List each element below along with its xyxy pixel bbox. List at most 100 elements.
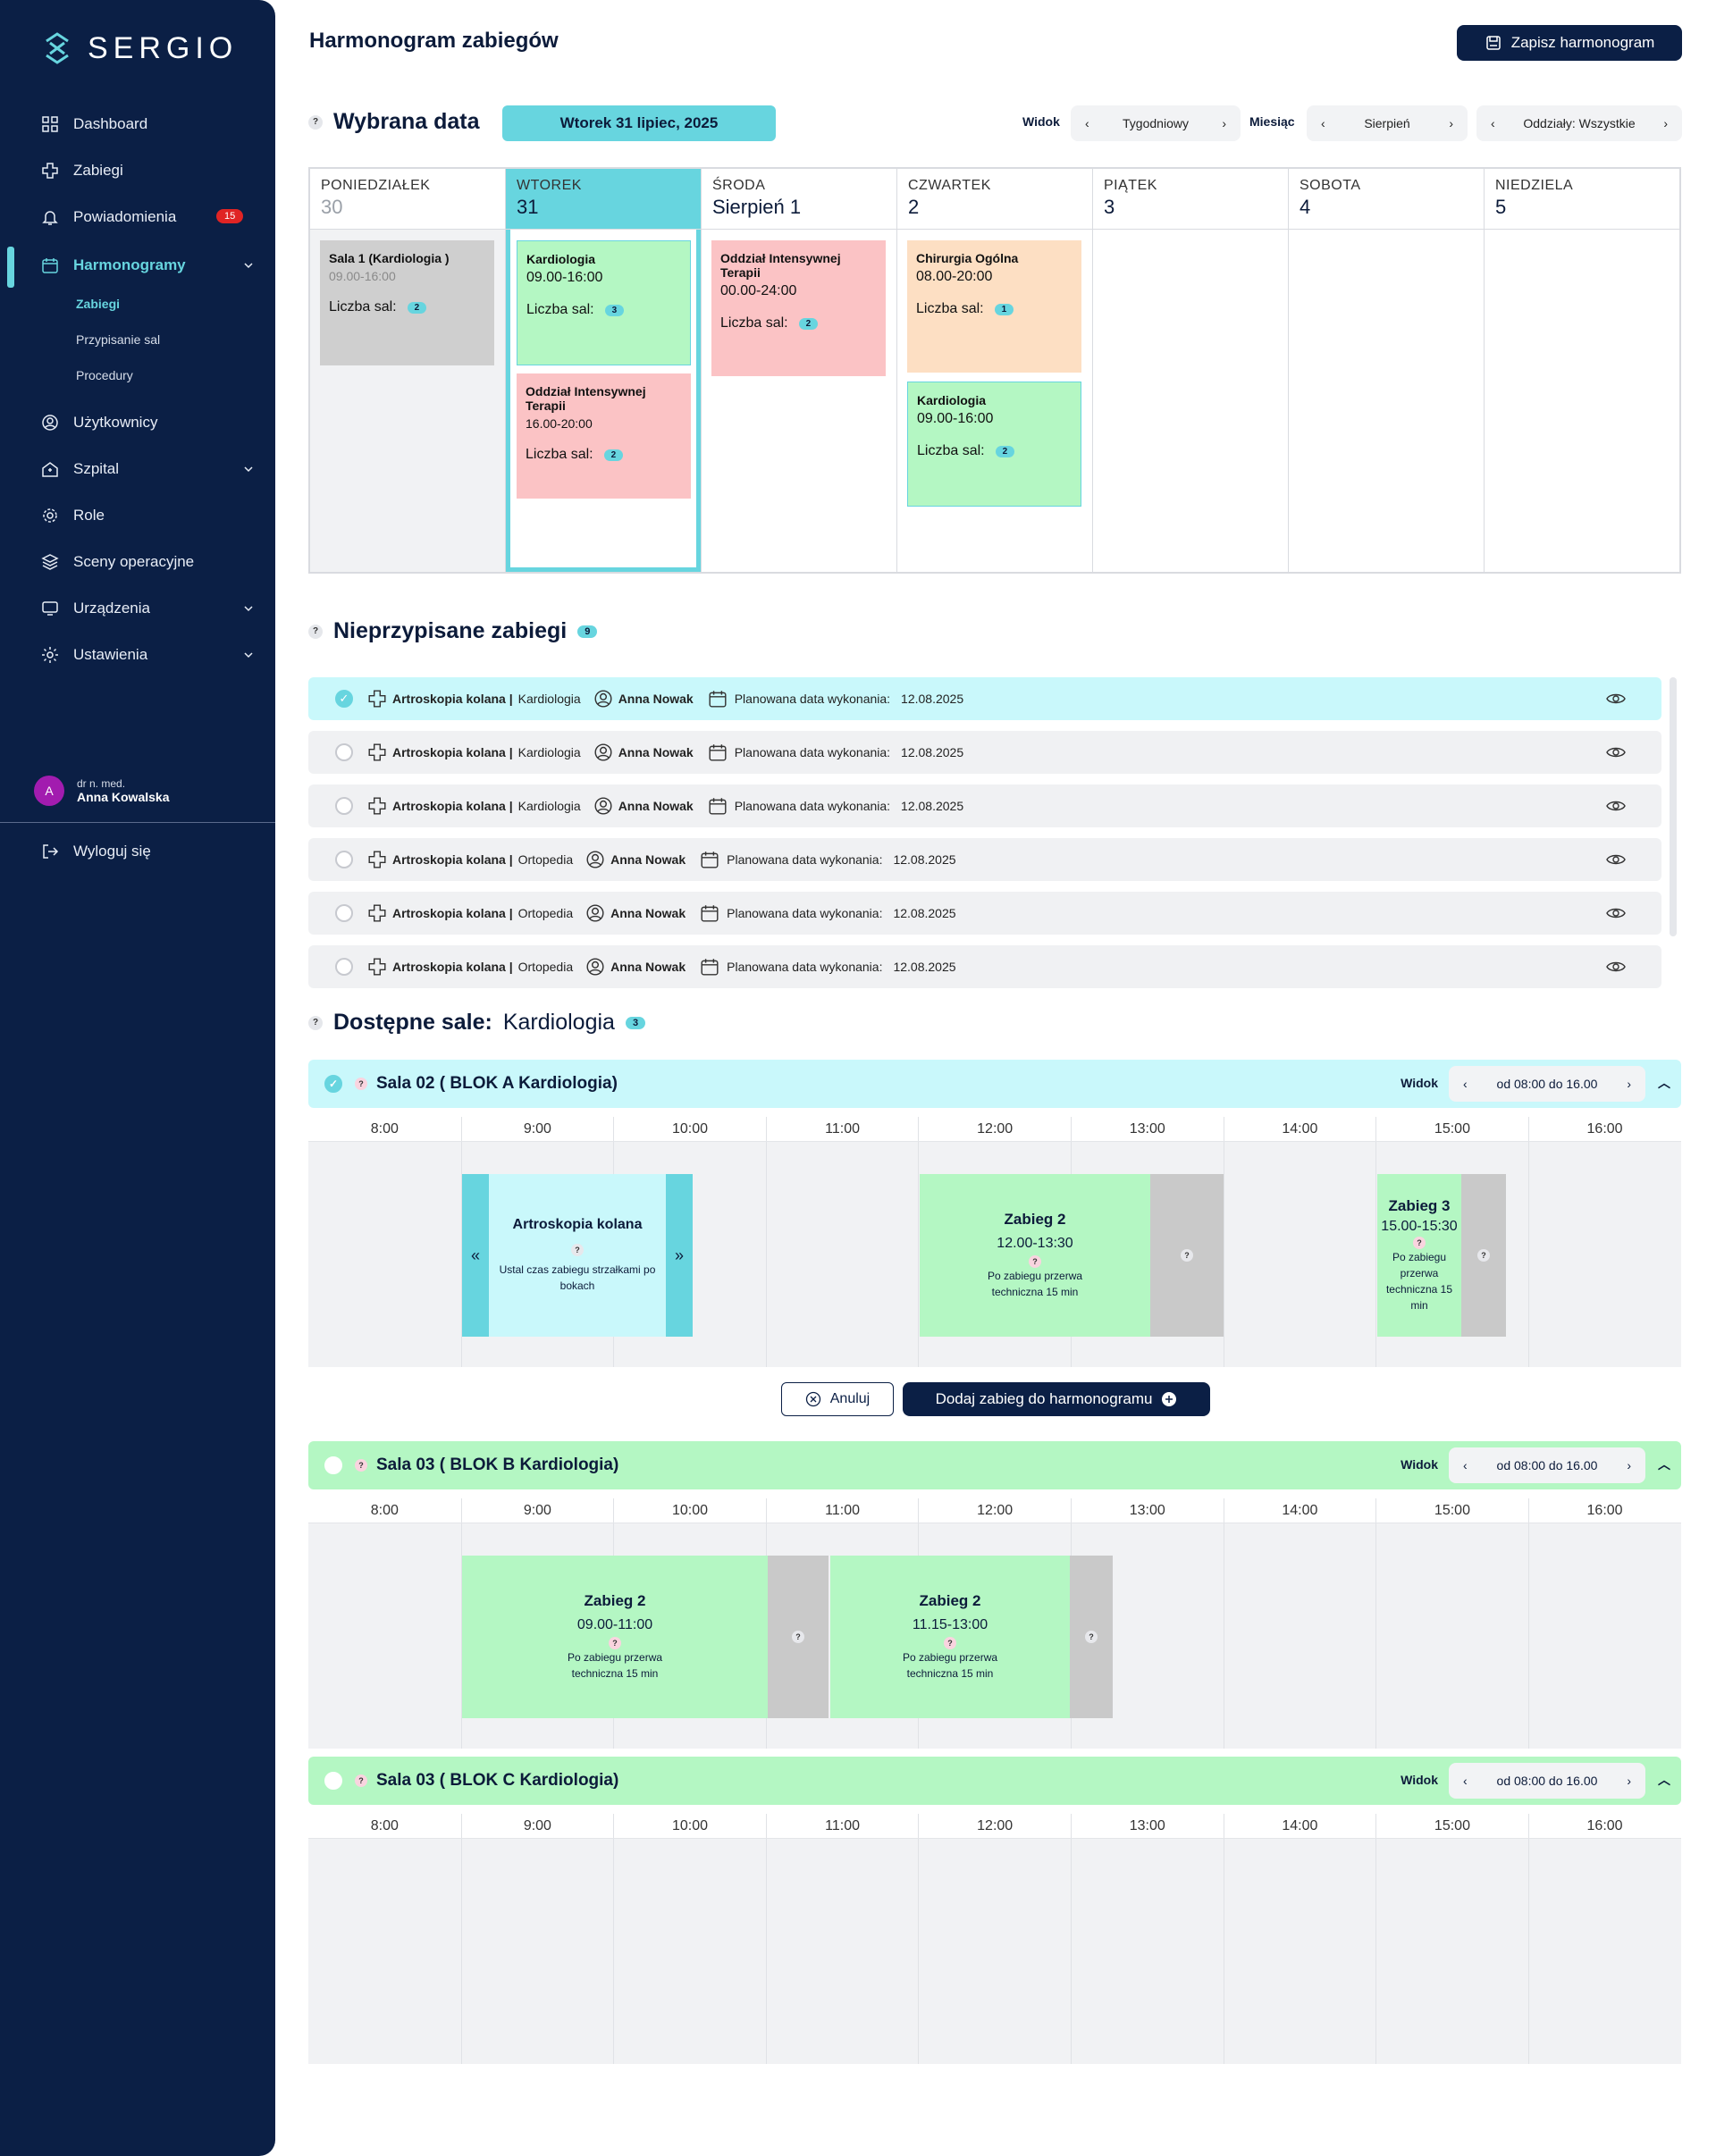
logout-button[interactable]: Wyloguj się	[39, 838, 254, 865]
chevron-left-icon[interactable]: ‹	[1321, 116, 1325, 130]
schedule-card[interactable]: Kardiologia 09.00-16:00 Liczba sal: 2	[907, 382, 1081, 507]
subnav-przypisanie-sal[interactable]: Przypisanie sal	[76, 332, 161, 347]
departments-selector[interactable]: ‹ Oddziały: Wszystkie ›	[1476, 105, 1682, 141]
view-selector[interactable]: ‹ Tygodniowy ›	[1071, 105, 1241, 141]
schedule-card[interactable]: Oddział Intensywnej Terapii 16.00-20:00 …	[517, 373, 691, 499]
chevron-down-icon[interactable]	[243, 461, 254, 479]
room-header[interactable]: ? Sala 03 ( BLOK B Kardiologia) Widok ‹ o…	[308, 1441, 1681, 1489]
row-radio[interactable]: ✓	[335, 690, 353, 708]
eye-icon[interactable]	[1606, 743, 1626, 761]
month-selector[interactable]: ‹ Sierpień ›	[1307, 105, 1468, 141]
help-icon[interactable]: ?	[308, 624, 323, 639]
subnav-zabiegi[interactable]: Zabiegi	[76, 297, 121, 311]
add-to-schedule-button[interactable]: Dodaj zabieg do harmonogramu	[903, 1382, 1210, 1416]
day-column-sun[interactable]: NIEDZIELA 5	[1485, 169, 1679, 572]
room-radio[interactable]: ✓	[324, 1075, 342, 1093]
selected-date-pill[interactable]: Wtorek 31 lipiec, 2025	[502, 105, 776, 141]
chevron-up-icon[interactable]: ︿	[1658, 1773, 1670, 1787]
resize-right-handle[interactable]: »	[666, 1174, 693, 1337]
room-header[interactable]: ? Sala 03 ( BLOK C Kardiologia) Widok ‹ o…	[308, 1757, 1681, 1805]
unassigned-row[interactable]: Artroskopia kolana | Kardiologia Anna Nowa…	[308, 731, 1661, 774]
schedule-card[interactable]: Chirurgia Ogólna 08.00-20:00 Liczba sal:…	[907, 240, 1081, 373]
resize-left-handle[interactable]: «	[462, 1174, 489, 1337]
row-radio[interactable]	[335, 743, 353, 761]
procedure-block[interactable]: Zabieg 3 15.00-15:30 ? Po zabiegu przerw…	[1377, 1174, 1461, 1337]
help-icon[interactable]: ?	[308, 1015, 323, 1030]
help-icon[interactable]: ?	[1181, 1249, 1193, 1262]
help-icon[interactable]: ?	[1029, 1255, 1041, 1268]
chevron-left-icon[interactable]: ‹	[1463, 1458, 1468, 1472]
chevron-down-icon[interactable]	[243, 257, 254, 275]
nav-powiadomienia[interactable]: Powiadomienia 15	[39, 204, 254, 231]
chevron-right-icon[interactable]: ›	[1627, 1458, 1631, 1472]
user-profile[interactable]: A dr n. med. Anna Kowalska	[34, 776, 169, 806]
help-icon[interactable]: ?	[1085, 1631, 1098, 1643]
nav-harmonogramy[interactable]: Harmonogramy	[39, 252, 254, 279]
chevron-right-icon[interactable]: ›	[1449, 116, 1453, 130]
day-column-sat[interactable]: SOBOTA 4	[1289, 169, 1485, 572]
save-schedule-button[interactable]: Zapisz harmonogram	[1457, 25, 1682, 61]
row-radio[interactable]	[335, 904, 353, 922]
unassigned-row[interactable]: Artroskopia kolana | Ortopedia Anna Nowak P…	[308, 838, 1661, 881]
chevron-left-icon[interactable]: ‹	[1491, 116, 1495, 130]
nav-sceny-operacyjne[interactable]: Sceny operacyjne	[39, 549, 254, 575]
help-icon[interactable]: ?	[308, 114, 323, 130]
day-column-thu[interactable]: CZWARTEK 2 Chirurgia Ogólna 08.00-20:00 L…	[897, 169, 1093, 572]
cancel-button[interactable]: Anuluj	[781, 1382, 894, 1416]
eye-icon[interactable]	[1606, 851, 1626, 868]
chevron-right-icon[interactable]: ›	[1627, 1077, 1631, 1091]
schedule-card[interactable]: Oddział Intensywnej Terapii 00.00-24:00 …	[711, 240, 886, 376]
chevron-down-icon[interactable]	[243, 600, 254, 618]
procedure-block[interactable]: Zabieg 2 11.15-13:00 ? Po zabiegu przerw…	[830, 1556, 1070, 1718]
row-radio[interactable]	[335, 797, 353, 815]
nav-role[interactable]: Role	[39, 502, 254, 529]
unassigned-row[interactable]: Artroskopia kolana | Ortopedia Anna Nowak P…	[308, 892, 1661, 935]
eye-icon[interactable]	[1606, 797, 1626, 815]
room-header[interactable]: ✓ ? Sala 02 ( BLOK A Kardiologia) Widok …	[308, 1060, 1681, 1108]
schedule-card[interactable]: Sala 1 (Kardiologia ) 09.00-16:00 Liczba…	[320, 240, 494, 365]
schedule-card[interactable]: Kardiologia 09.00-16:00 Liczba sal: 3	[517, 240, 691, 365]
nav-ustawienia[interactable]: Ustawienia	[39, 642, 254, 668]
eye-icon[interactable]	[1606, 690, 1626, 708]
subnav-procedury[interactable]: Procedury	[76, 368, 133, 382]
help-icon[interactable]: ?	[355, 1774, 367, 1787]
range-selector[interactable]: ‹ od 08:00 do 16.00 ›	[1449, 1066, 1645, 1102]
chevron-left-icon[interactable]: ‹	[1085, 116, 1089, 130]
procedure-block[interactable]: Zabieg 2 12.00-13:30 ? Po zabiegu przerw…	[920, 1174, 1150, 1337]
help-icon[interactable]: ?	[355, 1078, 367, 1090]
room-radio[interactable]	[324, 1772, 342, 1790]
chevron-up-icon[interactable]: ︿	[1658, 1457, 1670, 1472]
range-selector[interactable]: ‹ od 08:00 do 16.00 ›	[1449, 1447, 1645, 1483]
chevron-right-icon[interactable]: ›	[1627, 1774, 1631, 1788]
day-column-fri[interactable]: PIĄTEK 3	[1093, 169, 1289, 572]
nav-uzytkownicy[interactable]: Użytkownicy	[39, 409, 254, 436]
nav-zabiegi[interactable]: Zabiegi	[39, 157, 254, 184]
chevron-up-icon[interactable]: ︿	[1658, 1076, 1670, 1090]
nav-szpital[interactable]: Szpital	[39, 456, 254, 482]
procedure-block[interactable]: Zabieg 2 09.00-11:00 ? Po zabiegu przerw…	[462, 1556, 768, 1718]
nav-urzadzenia[interactable]: Urządzenia	[39, 595, 254, 622]
unassigned-row[interactable]: ✓ Artroskopia kolana | Kardiologia Anna Now…	[308, 677, 1661, 720]
help-icon[interactable]: ?	[355, 1459, 367, 1472]
help-icon[interactable]: ?	[944, 1637, 956, 1649]
row-radio[interactable]	[335, 851, 353, 868]
eye-icon[interactable]	[1606, 958, 1626, 976]
chevron-right-icon[interactable]: ›	[1222, 116, 1226, 130]
range-selector[interactable]: ‹ od 08:00 do 16.00 ›	[1449, 1763, 1645, 1799]
eye-icon[interactable]	[1606, 904, 1626, 922]
chevron-down-icon[interactable]	[243, 647, 254, 665]
help-icon[interactable]: ?	[609, 1637, 621, 1649]
help-icon[interactable]: ?	[1413, 1237, 1426, 1249]
help-icon[interactable]: ?	[1477, 1249, 1490, 1262]
unassigned-row[interactable]: Artroskopia kolana | Kardiologia Anna Nowa…	[308, 784, 1661, 827]
room-radio[interactable]	[324, 1456, 342, 1474]
day-column-wed[interactable]: ŚRODA Sierpień 1 Oddział Intensywnej Tera…	[702, 169, 897, 572]
row-radio[interactable]	[335, 958, 353, 976]
nav-dashboard[interactable]: Dashboard	[39, 111, 254, 138]
unassigned-row[interactable]: Artroskopia kolana | Ortopedia Anna Nowak P…	[308, 945, 1661, 988]
day-column-mon[interactable]: PONIEDZIAŁEK 30 Sala 1 (Kardiologia ) 09.…	[310, 169, 506, 572]
chevron-left-icon[interactable]: ‹	[1463, 1774, 1468, 1788]
chevron-right-icon[interactable]: ›	[1663, 116, 1668, 130]
day-column-tue[interactable]: WTOREK 31 Kardiologia 09.00-16:00 Liczba …	[506, 169, 702, 572]
help-icon[interactable]: ?	[571, 1244, 584, 1256]
